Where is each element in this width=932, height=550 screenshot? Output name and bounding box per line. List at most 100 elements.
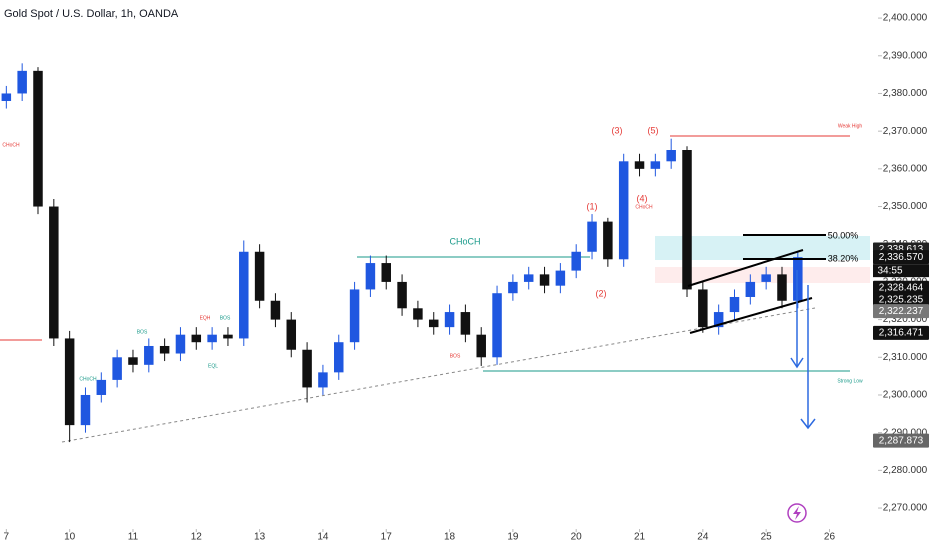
x-tick-label: 12 (191, 532, 203, 543)
y-tick-label: 2,380.000 (883, 88, 928, 99)
x-tick-label: 11 (128, 532, 139, 543)
y-tick-label: 2,320.000 (883, 314, 928, 325)
annotation: 50.00% (828, 230, 859, 240)
y-tick-label: 2,310.000 (883, 352, 928, 363)
x-tick-label: 18 (444, 532, 456, 543)
price-tag-label: 2,336.570 (879, 252, 924, 263)
y-tick-label: 2,400.000 (883, 13, 928, 24)
trendline (61, 307, 816, 443)
candle-body (587, 221, 597, 252)
candle-body (650, 161, 661, 169)
x-tick-label: 14 (317, 532, 329, 543)
candle-body (729, 296, 740, 313)
annotation: CHoCH (79, 376, 97, 382)
price-tag (873, 304, 929, 319)
countdown: 34:55 (877, 265, 902, 276)
candle-body (777, 274, 787, 301)
annotation: Strong Low (837, 378, 863, 384)
candle-body (603, 221, 613, 260)
price-tag (873, 280, 929, 295)
annotation: CHoCH (635, 204, 653, 210)
y-tick-label: 2,270.000 (883, 503, 928, 514)
candle-body (175, 334, 186, 354)
annotation: CHoCH (449, 236, 480, 246)
annotation: BOS (220, 315, 231, 321)
candle-body (144, 345, 154, 365)
candle-body (523, 274, 534, 282)
candle-body (476, 334, 486, 358)
channel-line (689, 297, 813, 334)
candle-body (254, 251, 265, 301)
chart-title: Gold Spot / U.S. Dollar, 1h, OANDA (4, 8, 179, 20)
candle-body (428, 319, 439, 328)
arrows (790, 270, 816, 430)
candle-body (349, 289, 360, 343)
candle-body (492, 293, 502, 358)
candle-body (112, 357, 122, 380)
x-tick-label: 13 (254, 532, 266, 543)
price-tag-label: 2,325.235 (879, 295, 924, 306)
candle-body (365, 263, 376, 290)
x-tick-label: 10 (64, 532, 76, 543)
candle-body (571, 251, 581, 271)
channel-line (687, 249, 804, 287)
y-tick-label: 2,300.000 (883, 390, 928, 401)
candle-body (713, 312, 724, 328)
annotation: EQH (200, 315, 211, 321)
annotation: 38.20% (828, 253, 859, 263)
candle-body (17, 70, 27, 94)
candle-body (64, 338, 75, 426)
candle-body (634, 161, 645, 169)
candle-body (745, 281, 756, 297)
candle-body (761, 274, 771, 282)
candle-body (96, 379, 107, 395)
candle-body (80, 394, 91, 426)
candle-body (270, 300, 281, 320)
x-tick-label: 25 (761, 532, 773, 543)
price-tag-label: 2,316.471 (879, 328, 924, 339)
candle-body (397, 281, 407, 309)
candle-body (128, 357, 138, 365)
price-tag-label: 2,328.464 (879, 282, 924, 293)
flash-glyph (793, 506, 801, 520)
candle-body (444, 312, 455, 328)
candle-body (793, 257, 803, 301)
price-tag (873, 292, 929, 307)
y-tick-label: 2,370.000 (883, 126, 928, 137)
candle-body (286, 319, 297, 350)
x-tick-label: 24 (697, 532, 709, 543)
price-tag (873, 250, 929, 265)
annotation: (4) (637, 193, 648, 203)
y-tick-label: 2,280.000 (883, 465, 928, 476)
price-tag-label: 2,287.873 (879, 435, 924, 446)
x-tick-label: 21 (634, 532, 646, 543)
price-tag-label: 2,338.613 (879, 244, 924, 255)
annotation: BOS (137, 329, 148, 335)
annotation: BOS (450, 353, 461, 359)
y-tick-label: 2,390.000 (883, 50, 928, 61)
candle-body (508, 281, 518, 294)
price-tag (873, 325, 929, 340)
candle-body (555, 270, 566, 286)
x-tick-label: 26 (824, 532, 836, 543)
annotation: (3) (612, 125, 623, 135)
candle-body (159, 345, 170, 354)
price-tag-label: 2,322.237 (879, 306, 924, 317)
candle-body (381, 263, 391, 282)
candle-body (618, 161, 629, 260)
candle-body (334, 342, 344, 373)
candle-body (682, 150, 692, 290)
candles (1, 63, 803, 443)
candle-body (49, 206, 59, 339)
annotation: EQL (208, 363, 218, 369)
price-tag (873, 433, 929, 448)
countdown-box (873, 264, 929, 278)
annotation: (2) (596, 288, 607, 298)
candle-body (460, 312, 471, 335)
x-tick-label: 17 (381, 532, 393, 543)
annotation: CHoCH (2, 142, 20, 148)
candle-body (239, 251, 249, 339)
candle-body (666, 150, 676, 162)
y-tick-label: 2,290.000 (883, 427, 928, 438)
